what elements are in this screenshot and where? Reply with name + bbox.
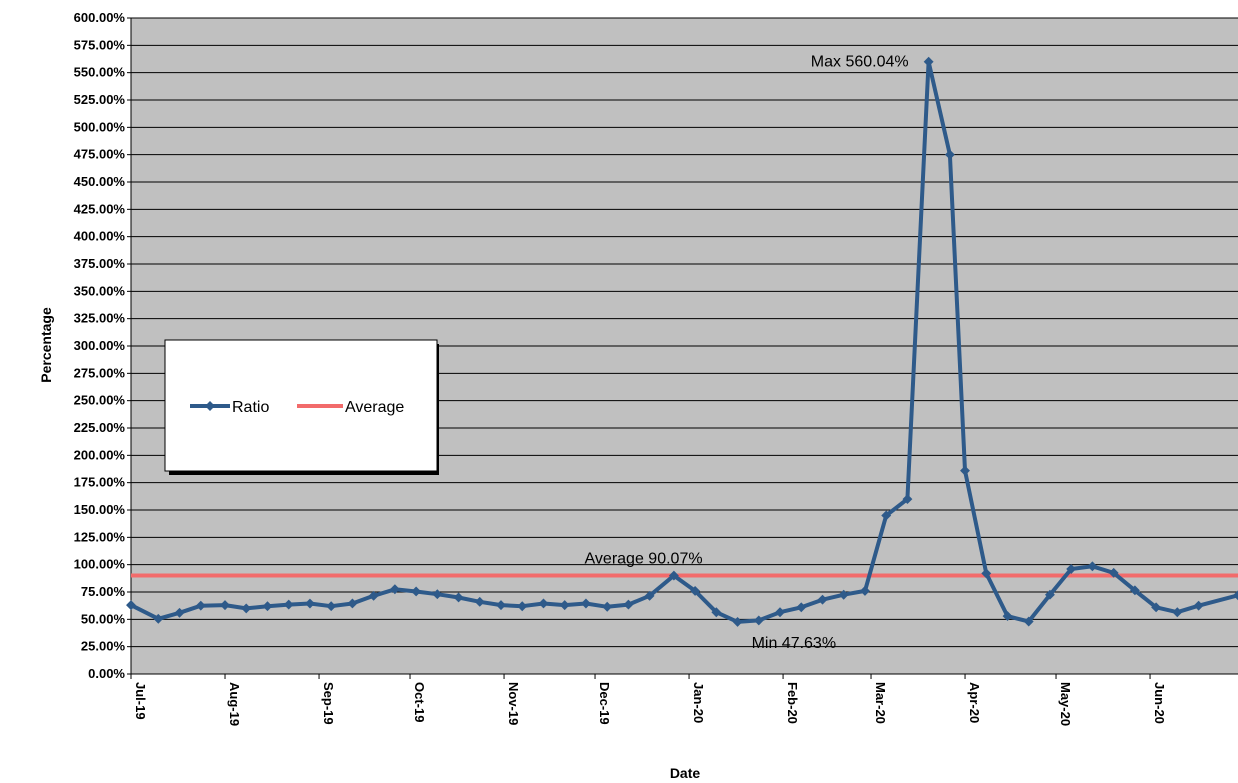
x-tick-label: Oct-19 xyxy=(412,682,427,722)
ratio-point xyxy=(923,56,934,67)
y-tick-label: 425.00% xyxy=(74,201,126,216)
y-tick-label: 200.00% xyxy=(74,447,126,462)
x-tick-label: Dec-19 xyxy=(597,682,612,725)
y-tick-label: 375.00% xyxy=(74,256,126,271)
y-tick-label: 325.00% xyxy=(74,311,126,326)
annotation-label: Max 560.04% xyxy=(811,54,909,71)
annotation-label: Average 90.07% xyxy=(585,551,703,568)
ratio-point xyxy=(559,600,570,611)
ratio-point xyxy=(1044,589,1055,600)
ratio-point xyxy=(1108,567,1119,578)
ratio-line xyxy=(130,59,1238,624)
ratio-point xyxy=(474,596,485,607)
y-tick-label: 125.00% xyxy=(74,529,126,544)
ratio-point xyxy=(126,600,136,611)
ratio-point xyxy=(432,589,443,600)
y-tick-label: 550.00% xyxy=(74,65,126,80)
y-tick-label: 25.00% xyxy=(81,639,126,654)
ratio-point xyxy=(668,570,679,581)
ratio-point xyxy=(496,600,506,611)
x-tick-label: May-20 xyxy=(1058,682,1073,726)
ratio-point xyxy=(1066,564,1077,574)
x-tick-label: Sep-19 xyxy=(321,682,336,725)
ratio-point xyxy=(775,607,785,618)
ratio-point xyxy=(732,616,743,627)
y-tick-label: 300.00% xyxy=(74,338,126,353)
ratio-point xyxy=(262,601,273,612)
y-tick-label: 400.00% xyxy=(74,229,126,244)
y-axis-ticks: 0.00% 25.00% 50.00% 75.00% 100.00% 125.00% 150… xyxy=(74,10,131,681)
ratio-point xyxy=(389,584,400,595)
y-tick-label: 500.00% xyxy=(74,119,126,134)
y-tick-label: 50.00% xyxy=(81,611,126,626)
y-tick-label: 0.00% xyxy=(88,666,125,681)
ratio-point xyxy=(838,589,849,600)
ratio-point xyxy=(411,586,422,597)
y-tick-label: 600.00% xyxy=(74,10,126,25)
ratio-point xyxy=(1087,561,1098,572)
annotation-label: Min 47.63% xyxy=(752,635,837,652)
x-tick-label: Mar-20 xyxy=(873,682,888,724)
ratio-point xyxy=(944,149,955,160)
y-axis-title: Percentage xyxy=(38,307,54,383)
x-axis-ticks: Jul-19 Aug-19 Sep-19 Oct-19 Nov-19 Dec-19 Jan-… xyxy=(130,674,1167,726)
x-tick-label: Aug-19 xyxy=(227,682,242,726)
x-tick-label: Jun-20 xyxy=(1152,682,1167,724)
y-tick-label: 575.00% xyxy=(74,37,126,52)
x-tick-label: Jan-20 xyxy=(691,682,706,723)
ratio-point xyxy=(753,615,764,626)
ratio-point xyxy=(220,600,230,611)
y-tick-label: 525.00% xyxy=(74,92,126,107)
y-tick-label: 225.00% xyxy=(74,420,126,435)
x-tick-label: Jul-19 xyxy=(133,682,148,720)
y-tick-label: 350.00% xyxy=(74,283,126,298)
y-tick-label: 175.00% xyxy=(74,475,126,490)
ratio-point xyxy=(538,598,549,609)
x-axis-title: Date xyxy=(670,765,701,781)
y-tick-label: 475.00% xyxy=(74,147,126,162)
x-tick-label: Apr-20 xyxy=(967,682,982,723)
ratio-point xyxy=(283,599,294,610)
ratio-point xyxy=(902,494,913,505)
ratio-point xyxy=(690,585,701,596)
ratio-point xyxy=(711,607,722,618)
x-tick-label: Nov-19 xyxy=(506,682,521,725)
legend-ratio-marker xyxy=(205,401,215,411)
ratio-point xyxy=(304,598,315,609)
y-tick-label: 75.00% xyxy=(81,584,126,599)
ratio-series xyxy=(126,56,1238,627)
ratio-point xyxy=(644,590,655,601)
ratio-point xyxy=(347,598,358,609)
ratio-point xyxy=(881,510,892,521)
x-tick-label: Feb-20 xyxy=(785,682,800,724)
ratio-point xyxy=(1023,616,1034,627)
y-tick-label: 250.00% xyxy=(74,393,126,408)
ratio-point xyxy=(326,601,337,612)
annotations: Max 560.04% Average 90.07% Min 47.63% xyxy=(585,54,909,652)
ratio-point xyxy=(1151,602,1162,613)
legend-average-label: Average xyxy=(345,399,404,416)
y-tick-label: 275.00% xyxy=(74,365,126,380)
ratio-point xyxy=(1193,600,1204,611)
ratio-point xyxy=(623,599,634,610)
ratio-point xyxy=(580,598,591,609)
ratio-point xyxy=(453,592,464,603)
ratio-point xyxy=(153,613,164,624)
y-tick-label: 100.00% xyxy=(74,557,126,572)
ratio-point xyxy=(817,594,828,605)
ratio-point xyxy=(1129,585,1140,596)
y-tick-label: 450.00% xyxy=(74,174,126,189)
ratio-point xyxy=(517,601,528,612)
ratio-point xyxy=(981,568,992,579)
ratio-point xyxy=(602,601,613,612)
ratio-point xyxy=(1172,607,1183,618)
legend-ratio-label: Ratio xyxy=(232,399,269,416)
legend: Ratio Average xyxy=(164,339,439,475)
ratio-point xyxy=(368,590,379,601)
ratio-point xyxy=(195,600,206,611)
y-tick-label: 150.00% xyxy=(74,502,126,517)
